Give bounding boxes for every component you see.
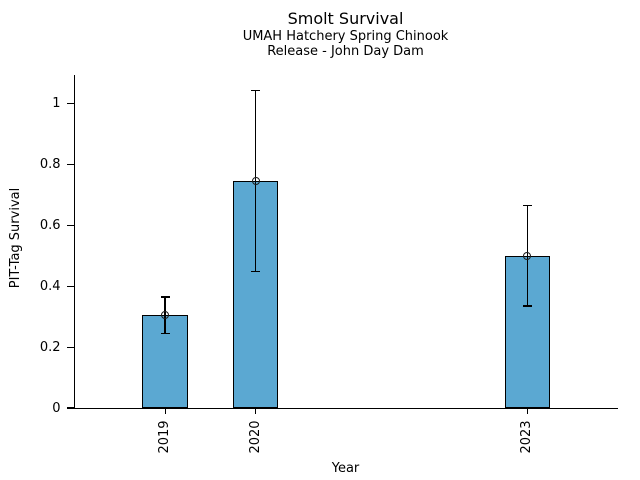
x-tick-label: 2019	[157, 419, 173, 454]
error-cap-bottom-2020	[251, 270, 261, 272]
y-tick	[66, 346, 74, 348]
y-tick-label: 0.8	[39, 157, 61, 173]
y-tick	[66, 103, 74, 105]
error-cap-top-2019	[160, 296, 170, 298]
x-axis-label: Year	[331, 461, 360, 476]
chart-subtitle-line1: UMAH Hatchery Spring Chinook	[242, 29, 449, 44]
x-tick	[255, 409, 257, 414]
x-tick	[526, 409, 528, 414]
error-cap-bottom-2019	[160, 332, 170, 335]
y-tick-label: 0	[52, 400, 61, 416]
y-tick	[66, 285, 74, 287]
error-cap-bottom-2023	[522, 305, 532, 307]
plot-area: 0 0.2 0.4 0.6 0.8 1 2019 2020 2023	[40, 75, 618, 453]
x-tick-label: 2020	[247, 419, 263, 454]
x-tick	[164, 409, 166, 414]
error-cap-top-2020	[251, 89, 261, 91]
y-tick	[66, 164, 74, 166]
marker-2023	[523, 251, 532, 260]
y-tick-label: 0.4	[39, 278, 61, 294]
y-tick-label: 0.6	[39, 218, 61, 234]
y-tick-label: 1	[52, 96, 61, 112]
chart-header: Smolt Survival UMAH Hatchery Spring Chin…	[74, 9, 617, 59]
marker-2019	[161, 311, 170, 320]
y-tick-label: 0.2	[39, 339, 61, 355]
x-tick-label: 2023	[519, 419, 535, 454]
y-tick	[66, 224, 74, 227]
marker-2020	[251, 177, 260, 186]
y-tick	[66, 407, 74, 409]
chart-subtitle-line2: Release - John Day Dam	[267, 44, 424, 59]
error-cap-top-2023	[522, 205, 532, 207]
chart-title: Smolt Survival	[287, 9, 404, 28]
